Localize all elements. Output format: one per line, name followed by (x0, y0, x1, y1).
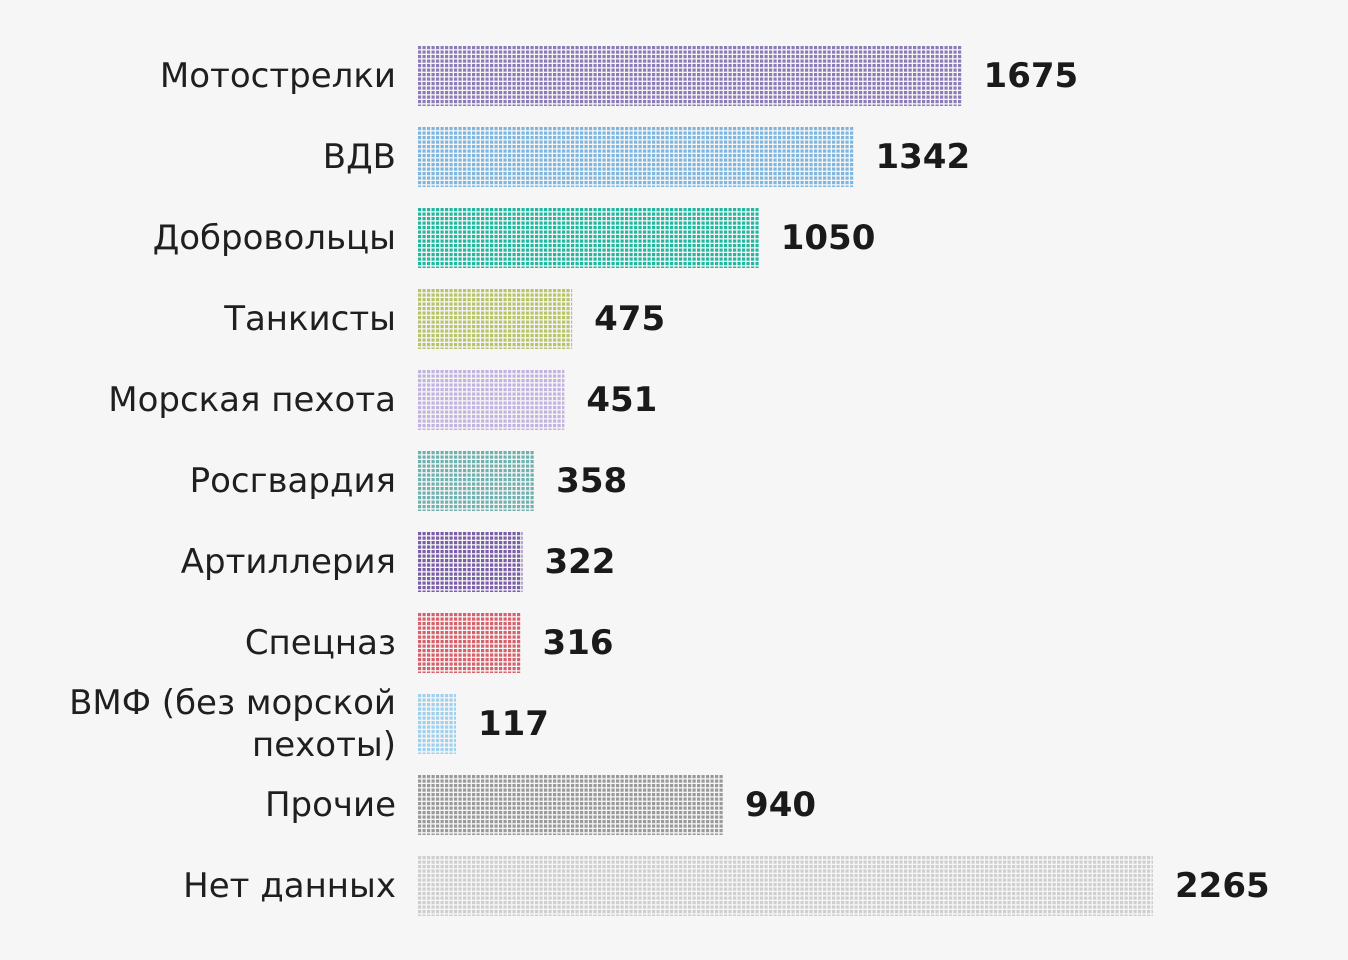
category-label: Росгвардия (190, 461, 396, 501)
value-label: 316 (543, 623, 614, 663)
value-label: 2265 (1175, 866, 1270, 906)
bar (418, 370, 565, 430)
bar (418, 775, 724, 835)
bar (418, 46, 962, 106)
value-label: 117 (478, 704, 549, 744)
value-label: 1675 (984, 56, 1079, 96)
bar (418, 289, 573, 349)
category-label: Танкисты (223, 299, 396, 339)
category-label: Добровольцы (153, 218, 396, 258)
category-label: Нет данных (183, 866, 396, 906)
value-label: 940 (745, 785, 816, 825)
category-label: Мотострелки (160, 56, 396, 96)
bar (418, 694, 456, 754)
value-label: 322 (544, 542, 615, 582)
category-label: Артиллерия (181, 542, 396, 582)
bar (418, 451, 535, 511)
category-label: Морская пехота (108, 380, 396, 420)
category-label: Спецназ (245, 623, 396, 663)
value-label: 1342 (875, 137, 970, 177)
value-label: 1050 (781, 218, 876, 258)
category-labels: Мотострелки ВДВ Добровольцы Танкисты Морская… (69, 56, 396, 906)
bar (418, 127, 854, 187)
bar (418, 532, 523, 592)
value-label: 451 (586, 380, 657, 420)
value-label: 475 (594, 299, 665, 339)
value-label: 358 (556, 461, 627, 501)
bar (418, 856, 1153, 916)
category-label: Прочие (265, 785, 396, 825)
bar (418, 613, 521, 673)
category-label: ВМФ (без морской пехоты) (69, 683, 396, 765)
bars (418, 46, 1153, 916)
value-labels: 1675 1342 1050 475 451 358 322 316 117 940 2265 (478, 56, 1270, 906)
category-label: ВДВ (323, 137, 396, 177)
bar (418, 208, 759, 268)
